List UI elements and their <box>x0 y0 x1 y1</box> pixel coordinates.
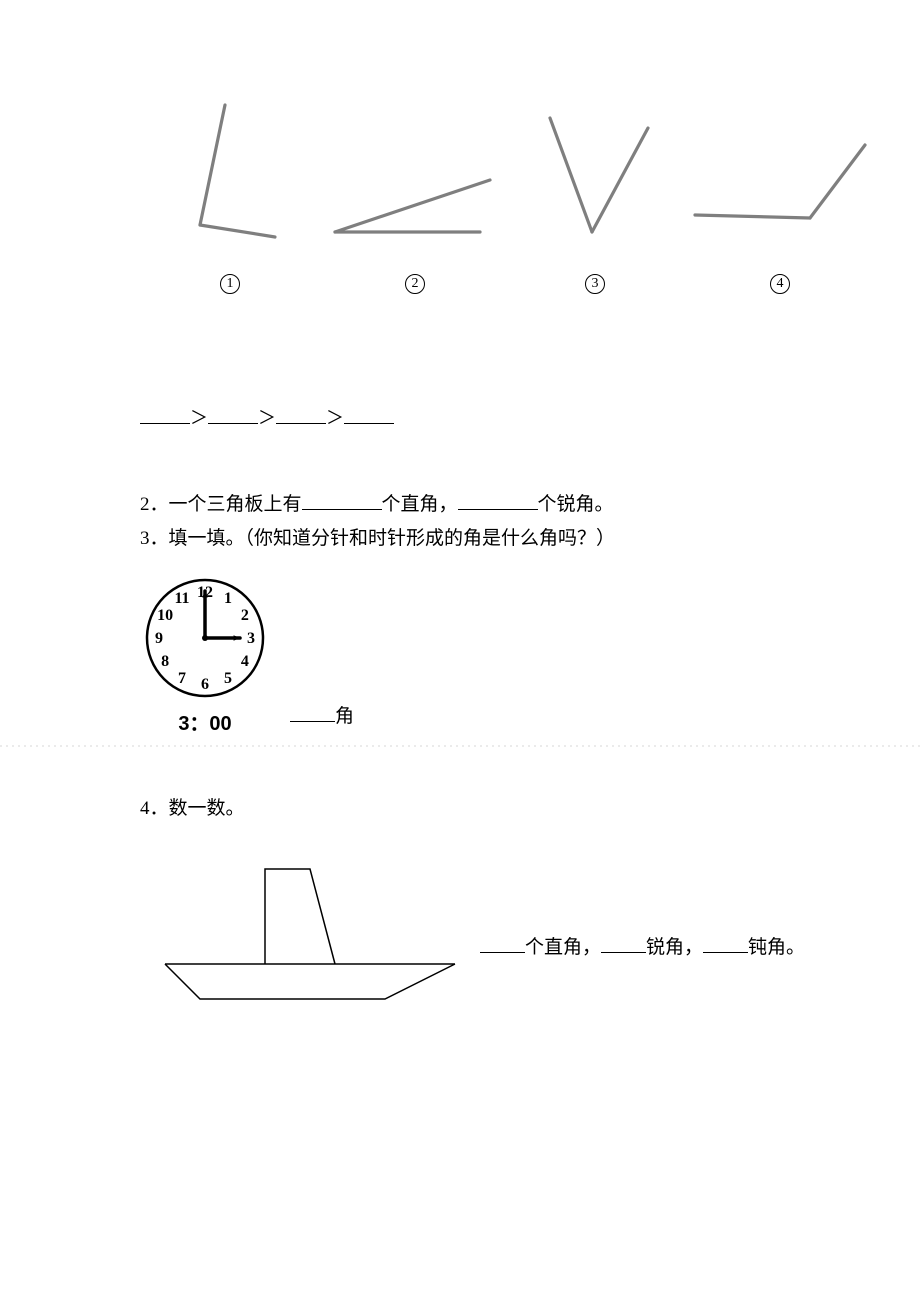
worksheet-page: 1 2 3 4 ＞＞＞ 2．一个三角板上有个直角，个锐角。 3．填一填。（你知道… <box>0 0 920 1054</box>
angle-4-svg <box>690 140 870 240</box>
clock-block: 121234567891011 3：00 角 <box>140 573 820 736</box>
gt-3: ＞ <box>326 408 344 428</box>
svg-text:1: 1 <box>224 590 232 607</box>
svg-text:4: 4 <box>241 653 249 670</box>
boat-row: 个直角， 锐角， 钝角。 <box>160 844 820 1014</box>
question-3: 3．填一填。（你知道分针和时针形成的角是什么角吗？） <box>140 524 820 554</box>
compare-blank-3[interactable] <box>276 406 326 424</box>
question-4: 4．数一数。 <box>140 794 820 824</box>
q4-blank-1[interactable] <box>480 935 525 953</box>
q2-blank-2[interactable] <box>458 492 538 510</box>
circled-1: 1 <box>220 274 240 294</box>
q2-prefix: 2．一个三角板上有 <box>140 494 302 515</box>
angle-2-svg <box>330 150 500 240</box>
gt-1: ＞ <box>190 408 208 428</box>
q3-text: 3．填一填。（你知道分针和时针形成的角是什么角吗？） <box>140 528 615 549</box>
q2-blank-1[interactable] <box>302 492 382 510</box>
q4-t2: 锐角， <box>646 937 703 958</box>
angle-3-label: 3 <box>585 270 605 294</box>
svg-text:3: 3 <box>247 630 255 647</box>
dotted-line <box>0 743 920 749</box>
circled-2: 2 <box>405 274 425 294</box>
angle-1-label: 1 <box>220 270 240 294</box>
clock-time: 3：00 <box>178 707 231 736</box>
gt-2: ＞ <box>258 408 276 428</box>
angles-row: 1 2 3 4 <box>160 100 820 294</box>
svg-text:8: 8 <box>161 653 169 670</box>
clock-answer: 角 <box>290 701 354 728</box>
compare-blank-2[interactable] <box>208 406 258 424</box>
circled-4: 4 <box>770 274 790 294</box>
svg-text:9: 9 <box>155 630 163 647</box>
angle-4-label: 4 <box>770 270 790 294</box>
angle-3: 3 <box>530 110 660 294</box>
angle-1-svg <box>160 100 300 240</box>
compare-line: ＞ ＞ ＞ <box>140 404 820 430</box>
angle-3-svg <box>530 110 660 240</box>
question-2: 2．一个三角板上有 个直角， 个锐角。 <box>140 490 820 520</box>
boat-answer: 个直角， 锐角， 钝角。 <box>480 932 805 959</box>
q4-t3: 钝角。 <box>748 937 805 958</box>
q3-blank[interactable] <box>290 704 335 722</box>
angle-2-label: 2 <box>405 270 425 294</box>
q2-mid: 个直角， <box>382 494 458 515</box>
q4-t1: 个直角， <box>525 937 601 958</box>
compare-blank-1[interactable] <box>140 406 190 424</box>
q2-suffix: 个锐角。 <box>538 494 614 515</box>
circled-3: 3 <box>585 274 605 294</box>
q4-text: 4．数一数。 <box>140 798 245 819</box>
angle-1: 1 <box>160 100 300 294</box>
svg-text:11: 11 <box>174 590 189 607</box>
q4-blank-2[interactable] <box>601 935 646 953</box>
boat-svg <box>160 844 460 1014</box>
angle-4: 4 <box>690 140 870 294</box>
angle-2: 2 <box>330 150 500 294</box>
svg-text:5: 5 <box>224 670 232 687</box>
svg-text:7: 7 <box>178 670 186 687</box>
compare-blank-4[interactable] <box>344 406 394 424</box>
q4-blank-3[interactable] <box>703 935 748 953</box>
svg-text:6: 6 <box>201 676 209 693</box>
svg-text:2: 2 <box>241 607 249 624</box>
svg-text:10: 10 <box>157 607 173 624</box>
clock-wrap: 121234567891011 3：00 <box>140 573 270 736</box>
q3-after: 角 <box>335 706 354 727</box>
clock-svg: 121234567891011 <box>140 573 270 703</box>
